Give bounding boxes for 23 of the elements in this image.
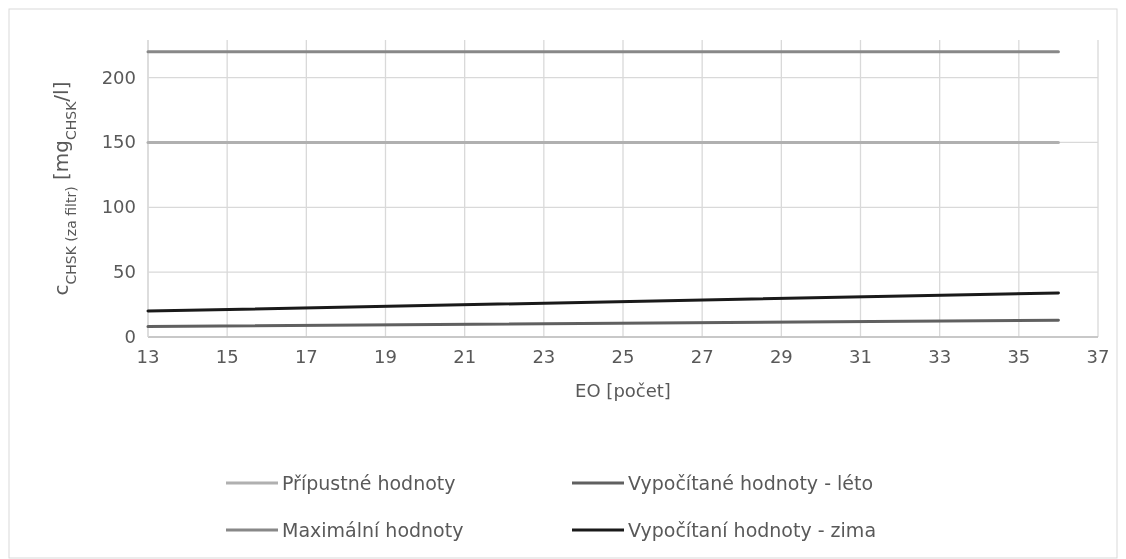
x-tick-label: 25 (611, 346, 635, 367)
y-tick-label: 0 (124, 326, 136, 347)
y-tick-label: 200 (101, 66, 136, 88)
x-tick-label: 35 (1007, 346, 1031, 367)
x-tick-label: 21 (453, 346, 477, 367)
x-tick-label: 29 (769, 346, 793, 367)
x-axis-title: EO [počet] (575, 380, 671, 401)
legend-label: Vypočítané hodnoty - léto (628, 472, 874, 494)
x-tick-label: 37 (1086, 346, 1110, 367)
x-tick-label: 31 (849, 346, 872, 367)
y-tick-label: 150 (101, 131, 136, 153)
legend-label: Přípustné hodnoty (282, 472, 456, 494)
x-tick-label: 33 (928, 346, 952, 367)
x-tick-label: 19 (374, 346, 397, 367)
y-tick-label: 100 (101, 196, 136, 218)
legend-label: Vypočítaní hodnoty - zima (628, 519, 877, 541)
x-tick-label: 17 (294, 346, 318, 367)
x-tick-label: 15 (215, 346, 239, 367)
x-tick-label: 23 (532, 346, 556, 367)
x-tick-label: 13 (136, 346, 160, 367)
legend-label: Maximální hodnoty (282, 519, 464, 541)
y-tick-label: 50 (113, 261, 136, 283)
x-tick-label: 27 (690, 346, 714, 367)
